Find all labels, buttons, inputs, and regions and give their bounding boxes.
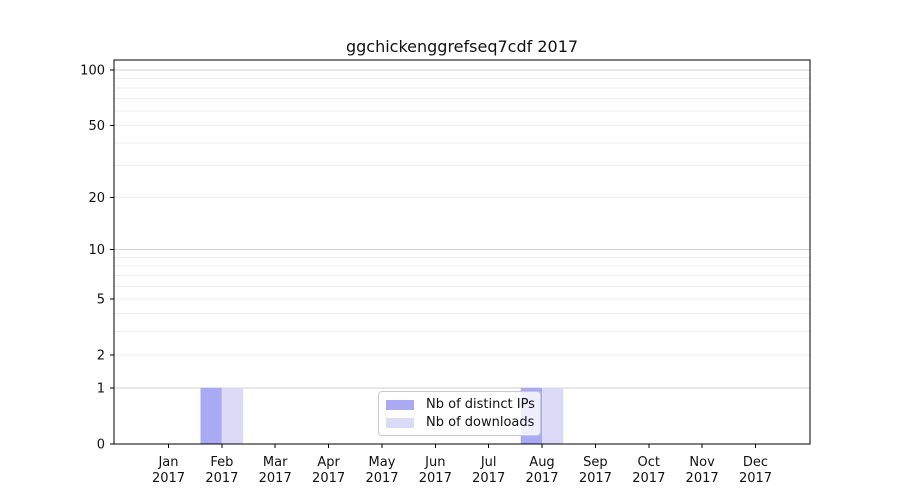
x-tick-label-year-jan: 2017: [152, 471, 185, 486]
x-tick-label-year-nov: 2017: [686, 471, 719, 486]
x-tick-label-month-nov: Nov: [689, 455, 715, 470]
plot-border: [113, 59, 811, 445]
y-tick-label-5: 5: [97, 292, 105, 307]
x-tick-label-year-jul: 2017: [472, 471, 505, 486]
x-tick-label-month-mar: Mar: [263, 455, 288, 470]
legend-item-distinct-ips: Nb of distinct IPs: [379, 397, 540, 412]
x-tick-label-month-apr: Apr: [317, 455, 340, 470]
bar-nb-of-downloads-feb: [221, 387, 244, 444]
y-tick-label-50: 50: [88, 119, 105, 134]
legend: Nb of distinct IPs Nb of downloads: [378, 391, 541, 436]
chart-title: ggchickenggrefseq7cdf 2017: [345, 37, 579, 56]
bar-nb-of-distinct-ips-feb: [200, 387, 222, 444]
y-tick-label-1: 1: [97, 381, 105, 396]
y-tick-label-100: 100: [80, 64, 105, 79]
legend-label-distinct-ips: Nb of distinct IPs: [426, 397, 535, 412]
x-tick-label-month-sep: Sep: [583, 455, 608, 470]
x-tick-label-month-jun: Jun: [424, 455, 445, 470]
x-tick-label-year-oct: 2017: [632, 471, 665, 486]
x-tick-label-year-mar: 2017: [259, 471, 292, 486]
x-tick-label-month-oct: Oct: [638, 455, 660, 470]
y-tick-label-20: 20: [88, 191, 105, 206]
x-tick-label-year-apr: 2017: [312, 471, 345, 486]
x-tick-label-year-aug: 2017: [525, 471, 558, 486]
legend-label-downloads: Nb of downloads: [426, 415, 535, 430]
x-tick-label-month-aug: Aug: [529, 455, 554, 470]
x-tick-label-month-jul: Jul: [480, 455, 497, 470]
legend-item-downloads: Nb of downloads: [379, 415, 540, 430]
x-tick-label-year-jun: 2017: [419, 471, 452, 486]
downloads-swatch: [386, 417, 414, 428]
x-tick-label-month-feb: Feb: [210, 455, 233, 470]
y-tick-label-10: 10: [88, 243, 105, 258]
y-tick-label-0: 0: [97, 438, 105, 453]
x-tick-label-year-feb: 2017: [205, 471, 238, 486]
x-tick-label-month-jan: Jan: [157, 455, 178, 470]
x-tick-label-month-may: May: [369, 455, 396, 470]
x-tick-label-year-dec: 2017: [739, 471, 772, 486]
x-tick-label-month-dec: Dec: [743, 455, 768, 470]
x-tick-label-year-may: 2017: [365, 471, 398, 486]
bar-nb-of-downloads-aug: [542, 387, 564, 444]
y-tick-label-2: 2: [97, 349, 105, 364]
distinct-ips-swatch: [386, 399, 414, 410]
x-tick-label-year-sep: 2017: [579, 471, 612, 486]
